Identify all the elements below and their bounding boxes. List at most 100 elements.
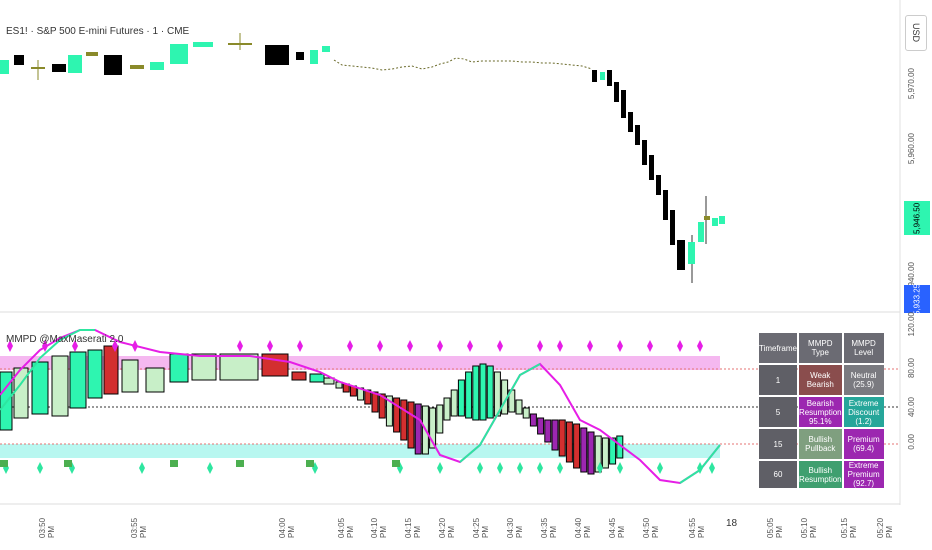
- indicator-title[interactable]: MMPD @MaxMaserati 2.0: [6, 334, 124, 345]
- signal-marker: [7, 340, 13, 352]
- time-tick: 04:00 PM: [278, 517, 296, 538]
- signal-marker: [112, 340, 118, 352]
- indicator-bar: [385, 395, 393, 427]
- mmpd-line-green: [0, 329, 95, 411]
- time-tick: 04:40 PM: [574, 517, 592, 538]
- indicator-bar: [69, 351, 87, 409]
- price-tick: 5,960.00: [907, 133, 916, 165]
- indicator-tick: 40.00: [907, 397, 916, 418]
- candle: [31, 67, 45, 69]
- signal-marker: [236, 460, 244, 467]
- header-level: MMPD Level: [843, 333, 884, 363]
- indicator-bar: [544, 419, 552, 443]
- signal-marker: [557, 462, 563, 474]
- candle: [704, 216, 710, 220]
- signal-marker: [0, 460, 8, 467]
- signal-marker: [207, 462, 213, 474]
- indicator-bar: [414, 403, 422, 455]
- candle: [607, 70, 612, 86]
- ref-price-tag: 5,933.25: [904, 283, 930, 315]
- row-level: Premium (69.4): [843, 429, 884, 459]
- indicator-bar: [145, 367, 165, 393]
- candle: [600, 72, 605, 80]
- candle: [193, 42, 213, 47]
- signal-marker: [407, 340, 413, 352]
- indicator-bar: [393, 397, 401, 433]
- signal-marker: [497, 340, 503, 352]
- time-tick: 04:15 PM: [404, 517, 422, 538]
- indicator-bar: [594, 435, 602, 473]
- signal-marker: [709, 462, 715, 474]
- signal-marker: [297, 340, 303, 352]
- candle: [296, 52, 304, 60]
- header-timeframe: Timeframe: [759, 333, 797, 363]
- indicator-bar: [580, 427, 588, 473]
- candles: [0, 33, 725, 283]
- signal-marker: [557, 340, 563, 352]
- signal-marker: [677, 340, 683, 352]
- candle: [52, 64, 66, 72]
- row-timeframe: 5: [759, 397, 797, 427]
- signal-marker: [477, 462, 483, 474]
- candle: [670, 210, 675, 245]
- indicator-bar: [169, 353, 189, 383]
- signal-marker: [139, 462, 145, 474]
- signal-marker: [537, 462, 543, 474]
- row-level: Neutral (25.9): [843, 365, 884, 395]
- indicator-bar: [407, 401, 415, 449]
- indicator-bar: [219, 353, 259, 381]
- candle: [649, 155, 654, 180]
- time-tick: 05:10 PM: [800, 517, 818, 538]
- signal-marker: [497, 462, 503, 474]
- time-tick: 04:35 PM: [540, 517, 558, 538]
- signal-marker: [37, 462, 43, 474]
- indicator-pane: [0, 329, 900, 505]
- row-timeframe: 1: [759, 365, 797, 395]
- signal-markers: [0, 340, 715, 474]
- time-tick: 03:55 PM: [130, 517, 148, 538]
- indicator-bar: [601, 437, 609, 469]
- candle: [86, 52, 98, 56]
- indicator-bar: [486, 365, 494, 419]
- candle: [104, 55, 122, 75]
- currency-button[interactable]: USD: [905, 15, 927, 51]
- indicator-bar: [51, 355, 69, 417]
- row-level: Extreme Premium (92.7): [843, 461, 884, 488]
- candle: [592, 70, 597, 82]
- indicator-bar: [537, 417, 545, 435]
- indicator-bar: [103, 345, 119, 395]
- candle: [712, 218, 718, 226]
- row-type: Bearish Resumption 95.1%: [798, 397, 842, 427]
- candle: [322, 46, 330, 52]
- signal-marker: [72, 340, 78, 352]
- candle: [170, 44, 188, 64]
- indicator-bar: [465, 371, 473, 419]
- indicator-bar: [87, 349, 103, 399]
- candle: [635, 125, 640, 145]
- indicator-bar: [261, 353, 289, 377]
- signal-marker: [437, 340, 443, 352]
- table-row: 5 Bearish Resumption 95.1% Extreme Disco…: [759, 397, 884, 427]
- candle: [0, 60, 9, 74]
- candle: [614, 82, 619, 102]
- time-tick: 04:55 PM: [688, 517, 706, 538]
- row-type: Bullish Pullback: [798, 429, 842, 459]
- indicator-bar: [309, 373, 325, 383]
- candle: [310, 50, 318, 64]
- price-tick: 5,970.00: [907, 68, 916, 100]
- candle: [688, 242, 695, 264]
- indicator-bar: [291, 371, 307, 381]
- candle: [14, 55, 24, 65]
- signal-marker: [437, 462, 443, 474]
- time-tick: 04:50 PM: [642, 517, 660, 538]
- candle: [698, 222, 704, 242]
- symbol-title[interactable]: ES1! · S&P 500 E-mini Futures · 1 · CME: [6, 26, 190, 37]
- indicator-bar: [436, 404, 444, 434]
- indicator-bar: [529, 413, 537, 427]
- indicator-bar: [371, 391, 379, 413]
- day-label: 18: [726, 518, 738, 529]
- mmpd-table: Timeframe MMPD Type MMPD Level 1 Weak Be…: [757, 331, 886, 490]
- indicator-bar: [551, 419, 559, 451]
- signal-marker: [306, 460, 314, 467]
